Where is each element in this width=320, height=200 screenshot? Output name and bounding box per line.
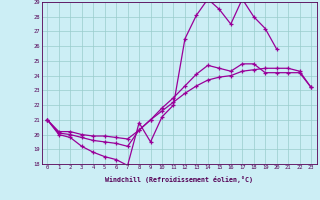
X-axis label: Windchill (Refroidissement éolien,°C): Windchill (Refroidissement éolien,°C) [105, 176, 253, 183]
